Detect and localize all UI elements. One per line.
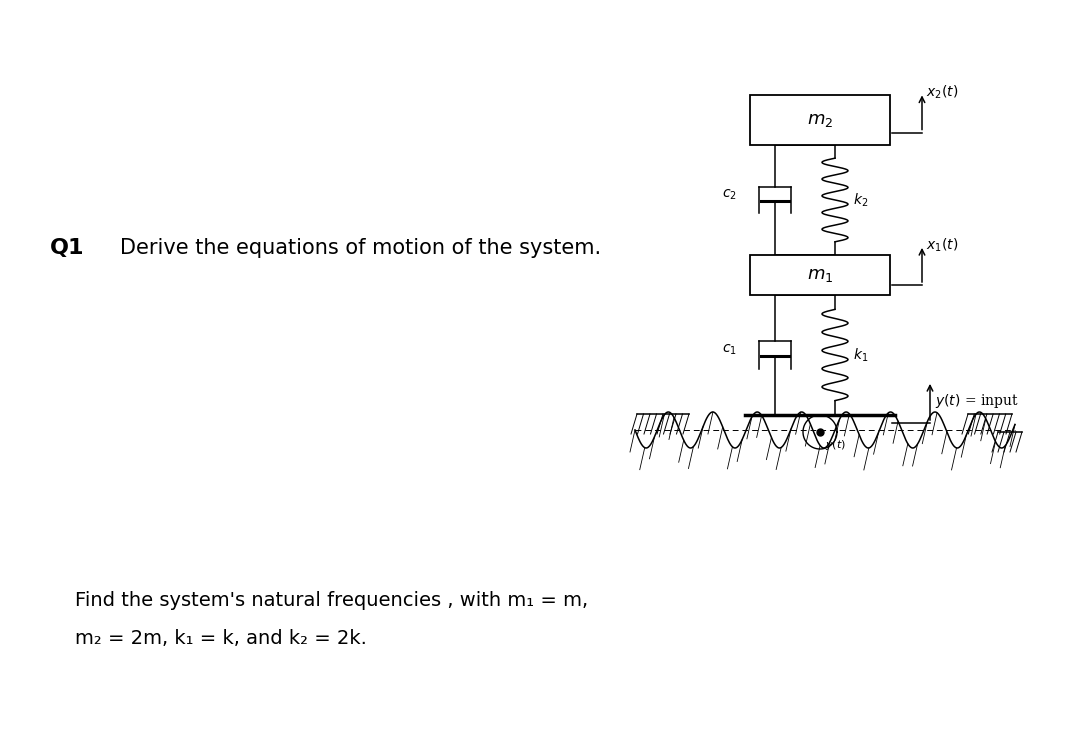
Text: $x_2(t)$: $x_2(t)$: [926, 84, 958, 101]
Text: $k_1$: $k_1$: [853, 346, 868, 364]
Text: $m_2$: $m_2$: [807, 111, 833, 129]
Text: $c_1$: $c_1$: [723, 343, 737, 357]
Text: $y(t)$: $y(t)$: [825, 438, 846, 452]
Text: $y(t)$ = input: $y(t)$ = input: [935, 392, 1018, 410]
Text: $c_2$: $c_2$: [723, 188, 737, 202]
Text: $x_1(t)$: $x_1(t)$: [926, 236, 958, 254]
Text: $m_1$: $m_1$: [807, 266, 833, 284]
Bar: [750, 95, 890, 145]
Text: Derive the equations of motion of the system.: Derive the equations of motion of the sy…: [120, 238, 602, 258]
Bar: [750, 255, 890, 295]
Text: m₂ = 2m, k₁ = k, and k₂ = 2k.: m₂ = 2m, k₁ = k, and k₂ = 2k.: [75, 629, 367, 648]
Text: Find the system's natural frequencies , with m₁ = m,: Find the system's natural frequencies , …: [75, 591, 589, 610]
Text: Q1: Q1: [50, 238, 84, 258]
Text: $k_2$: $k_2$: [853, 192, 868, 208]
